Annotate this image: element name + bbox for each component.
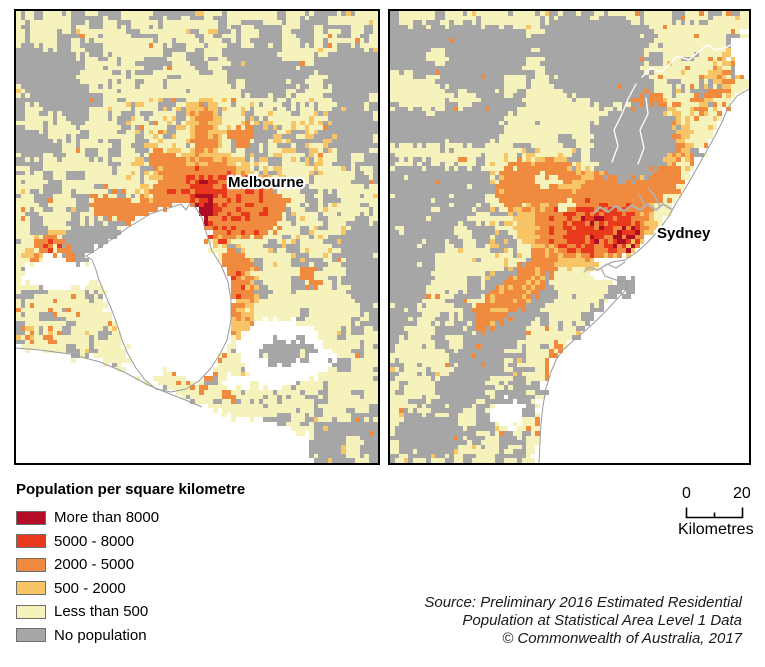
- svg-text:Melbourne: Melbourne: [228, 174, 304, 191]
- svg-text:Kilometres: Kilometres: [678, 521, 754, 537]
- svg-text:Sydney: Sydney: [657, 225, 711, 242]
- svg-text:20: 20: [733, 485, 751, 502]
- svg-text:0: 0: [682, 485, 691, 502]
